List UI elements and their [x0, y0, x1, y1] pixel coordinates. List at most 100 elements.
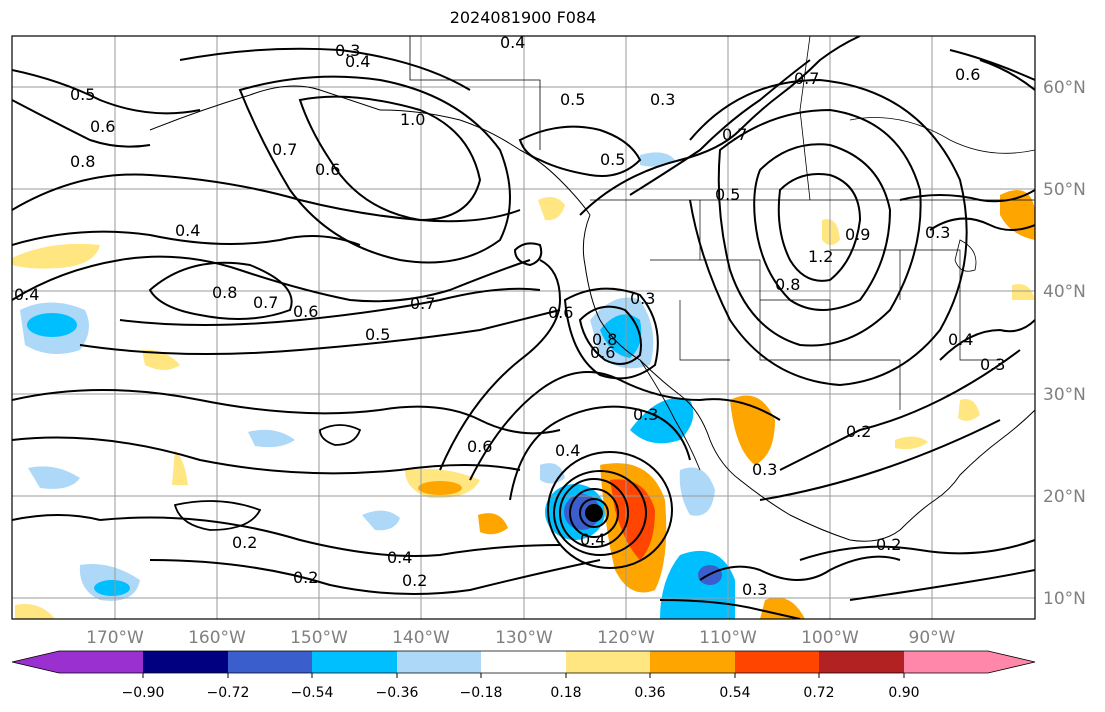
shade-pos-gulf-2: [895, 436, 928, 450]
contour-label: 0.4: [500, 33, 525, 52]
colorbar: [11, 650, 1036, 678]
colorbar-tick-label: −0.18: [460, 685, 503, 701]
contour-label: 0.2: [293, 568, 318, 587]
colorbar-tick-labels: −0.90 −0.72 −0.54 −0.36 −0.18 0.18 0.36 …: [122, 685, 920, 701]
colorbar-segment: [312, 651, 397, 673]
contour-label: 0.3: [980, 355, 1005, 374]
contour-label: 0.7: [253, 293, 278, 312]
shade-pos-pnw: [538, 196, 565, 221]
colorbar-outline: [11, 650, 1036, 674]
colorbar-extend-high: [988, 651, 1035, 673]
contour-labels: 0.3 0.4 0.5 0.6 0.8 1.0 0.7 0.4 0.8 0.7 …: [14, 33, 1005, 599]
lon-label: 150°W: [290, 628, 348, 648]
contour-label: 0.8: [592, 330, 617, 349]
contour-label: 0.5: [365, 325, 390, 344]
plot-title: 2024081900 F084: [449, 8, 597, 27]
shade-pos-plains: [822, 219, 840, 245]
contour-label: 0.3: [752, 460, 777, 479]
contour-label: 0.3: [925, 223, 950, 242]
shade-neg-small-2: [28, 466, 80, 489]
shade-pos-south: [760, 597, 805, 619]
colorbar-segment: [735, 651, 819, 673]
contour-label: 0.7: [272, 140, 297, 159]
contour-label: 0.2: [876, 535, 901, 554]
contour-label: 0.4: [175, 221, 200, 240]
colorbar-segment: [143, 651, 228, 673]
shade-neg-southwest-core: [94, 580, 130, 596]
contour-label: 0.3: [742, 580, 767, 599]
shade-neg-west-pac-core: [27, 313, 77, 337]
shade-neg-baja-south: [679, 467, 715, 516]
colorbar-tick-label: −0.36: [376, 685, 419, 701]
colorbar-tick-label: 0.90: [888, 685, 919, 701]
longitude-labels: 170°W 160°W 150°W 140°W 130°W 120°W 110°…: [86, 628, 956, 648]
contour-label: 0.3: [335, 41, 360, 60]
contour-label: 0.6: [590, 343, 615, 362]
lat-label: 10°N: [1043, 589, 1086, 609]
contour-label: 0.7: [794, 69, 819, 88]
contour-label: 0.6: [548, 303, 573, 322]
colorbar-tick-label: 0.54: [719, 685, 750, 701]
contour-label: 0.5: [70, 85, 95, 104]
map-border: [11, 35, 1036, 620]
lat-label: 50°N: [1043, 180, 1086, 200]
contour-label: 0.4: [948, 330, 973, 349]
lon-label: 160°W: [188, 628, 246, 648]
latitude-labels: 60°N 50°N 40°N 30°N 20°N 10°N: [1043, 78, 1086, 609]
colorbar-segment: [819, 651, 904, 673]
colorbar-segment: [228, 651, 312, 673]
contour-label: 0.3: [633, 405, 658, 424]
lat-label: 20°N: [1043, 487, 1086, 507]
contour-label: 0.6: [955, 65, 980, 84]
shade-pos-small-4: [478, 513, 508, 535]
contour-label: 0.6: [293, 302, 318, 321]
contour-label: 1.0: [400, 110, 425, 129]
colorbar-tick-label: 0.18: [550, 685, 581, 701]
colorbar-segment: [566, 651, 650, 673]
contour-label: 0.8: [212, 283, 237, 302]
contour-label: 0.4: [580, 530, 605, 549]
lon-label: 170°W: [86, 628, 144, 648]
shade-pos-small-1: [172, 450, 188, 485]
colorbar-segment: [481, 651, 566, 673]
shade-pos-gulf: [958, 399, 980, 421]
colorbar-tick-label: −0.54: [291, 685, 334, 701]
contour-label: 1.2: [808, 247, 833, 266]
shade-pos-central-pac-core: [418, 481, 462, 495]
lat-label: 60°N: [1043, 78, 1086, 98]
contour-label: 0.2: [232, 533, 257, 552]
lat-label: 40°N: [1043, 282, 1086, 302]
contour-label: 0.9: [845, 225, 870, 244]
shade-neg-small-1: [248, 429, 295, 448]
contour-label: 0.4: [387, 548, 412, 567]
contour-label: 0.8: [775, 275, 800, 294]
colorbar-tick-label: 0.72: [803, 685, 834, 701]
shade-pos-mexico: [730, 395, 775, 465]
contour-label: 0.7: [722, 125, 747, 144]
colorbar-extend-low: [12, 651, 59, 673]
shade-pos-small-2: [142, 349, 180, 370]
coastlines: [149, 36, 1035, 542]
shade-pos-small-3: [15, 603, 55, 619]
colorbar-segment: [650, 651, 735, 673]
colorbar-segment: [397, 651, 481, 673]
contour-label: 0.8: [70, 152, 95, 171]
lon-label: 130°W: [495, 628, 553, 648]
contour-label: 0.4: [345, 52, 370, 71]
colorbar-tick-label: −0.90: [122, 685, 165, 701]
contour-label: 0.5: [715, 185, 740, 204]
contour-label: 0.5: [560, 90, 585, 109]
contour-lines: [12, 36, 1035, 619]
storm-center-marker: [585, 504, 603, 522]
lon-label: 140°W: [392, 628, 450, 648]
shade-neg-ca-inner: [600, 314, 642, 358]
colorbar-tick-label: −0.72: [207, 685, 250, 701]
shade-neg-mid: [362, 510, 400, 531]
contour-label: 0.6: [467, 437, 492, 456]
contour-label: 0.7: [410, 294, 435, 313]
shade-pos-west-pac: [12, 243, 100, 269]
contour-label: 0.6: [90, 117, 115, 136]
lon-label: 120°W: [597, 628, 655, 648]
contour-label: 0.2: [846, 422, 871, 441]
